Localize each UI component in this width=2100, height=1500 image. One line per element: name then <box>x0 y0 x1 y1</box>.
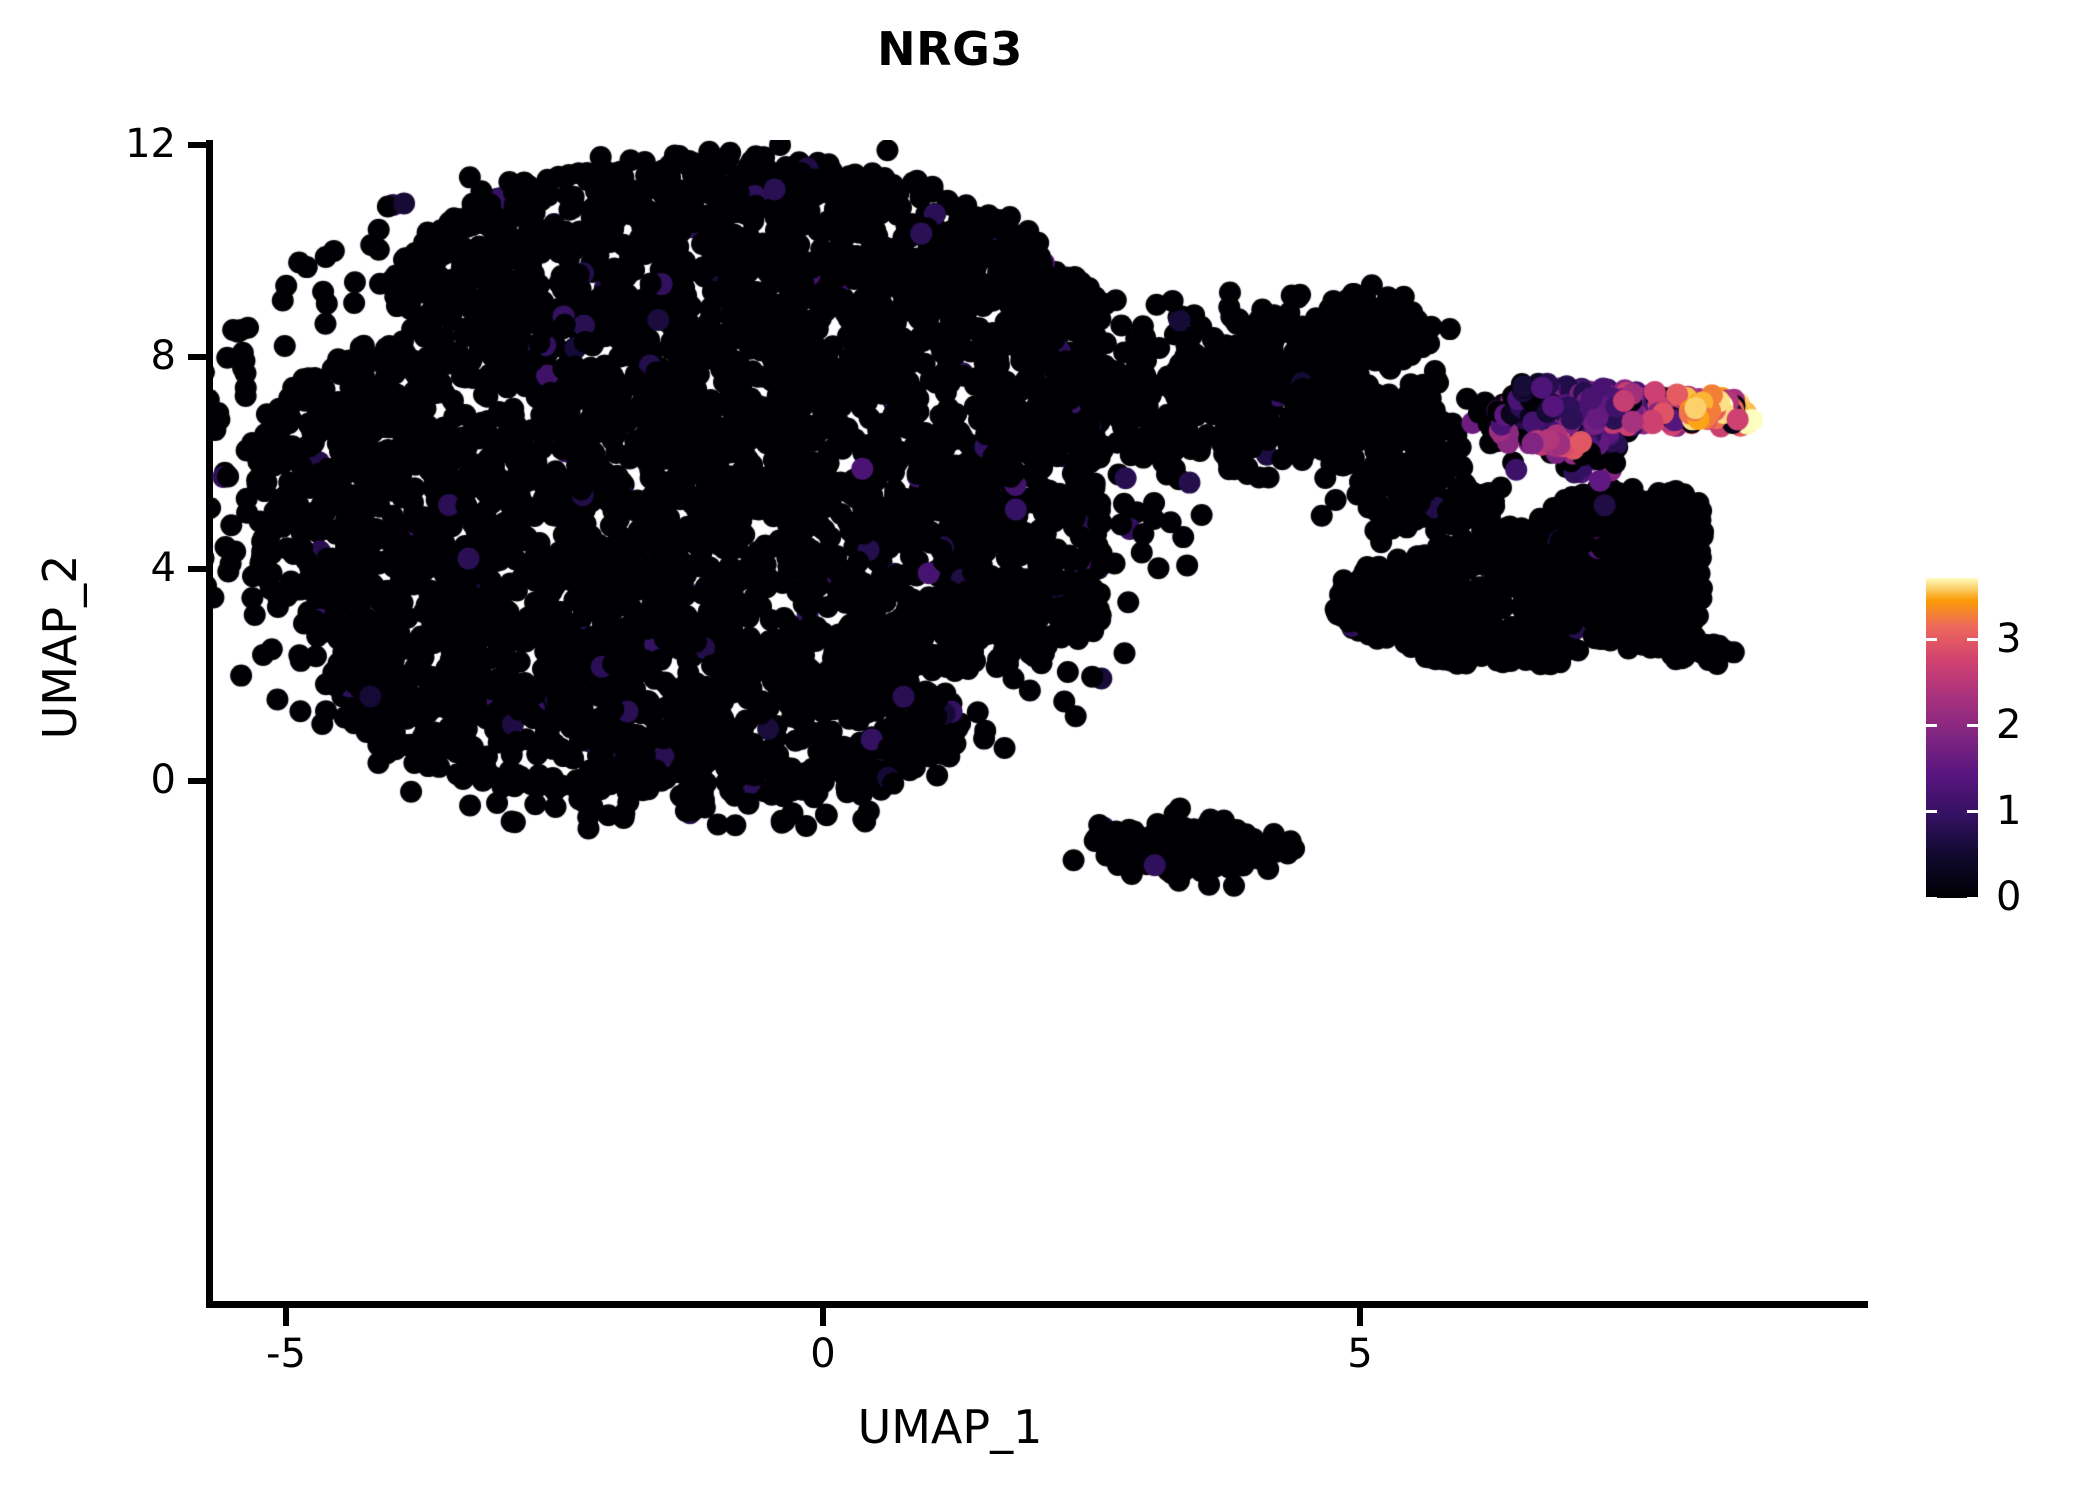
y-tick-label: 8 <box>150 333 176 379</box>
y-axis-spine <box>206 140 213 1308</box>
x-tick-mark <box>820 1308 826 1326</box>
colorbar-tick-label: 2 <box>1996 701 2022 748</box>
scatter-points-canvas <box>212 140 1868 1305</box>
colorbar-tick-label: 0 <box>1996 874 2022 920</box>
page-title: NRG3 <box>877 22 1023 76</box>
colorbar-tick-mark <box>1926 724 1937 728</box>
x-axis-label: UMAP_1 <box>857 1400 1043 1454</box>
y-axis-label: UMAP_2 <box>33 554 87 740</box>
colorbar-tick-mark <box>1926 638 1937 642</box>
colorbar-tick-mark <box>1967 724 1978 728</box>
x-tick-mark <box>283 1308 289 1326</box>
colorbar: 0 1 2 3 <box>1926 578 2021 917</box>
plot-area <box>212 140 1868 1305</box>
y-tick-mark <box>188 354 206 360</box>
y-tick-mark <box>188 566 206 572</box>
x-tick-mark <box>1357 1308 1363 1326</box>
y-tick-label: 12 <box>125 121 176 167</box>
colorbar-gradient <box>1926 578 1978 898</box>
colorbar-tick-label: 3 <box>1996 615 2022 662</box>
y-tick-mark <box>188 142 206 148</box>
colorbar-tick-mark <box>1926 810 1937 814</box>
x-tick-label: -5 <box>266 1331 306 1377</box>
colorbar-tick-mark <box>1967 810 1978 814</box>
y-tick-mark <box>188 778 206 784</box>
colorbar-tick-mark <box>1967 896 1978 900</box>
colorbar-tick-mark <box>1967 638 1978 642</box>
colorbar-tick-label: 1 <box>1996 787 2022 834</box>
y-tick-label: 4 <box>150 545 176 591</box>
x-tick-label: 5 <box>1347 1331 1373 1377</box>
x-tick-label: 0 <box>810 1331 836 1377</box>
colorbar-tick-mark <box>1926 896 1937 900</box>
y-tick-label: 0 <box>150 757 176 803</box>
